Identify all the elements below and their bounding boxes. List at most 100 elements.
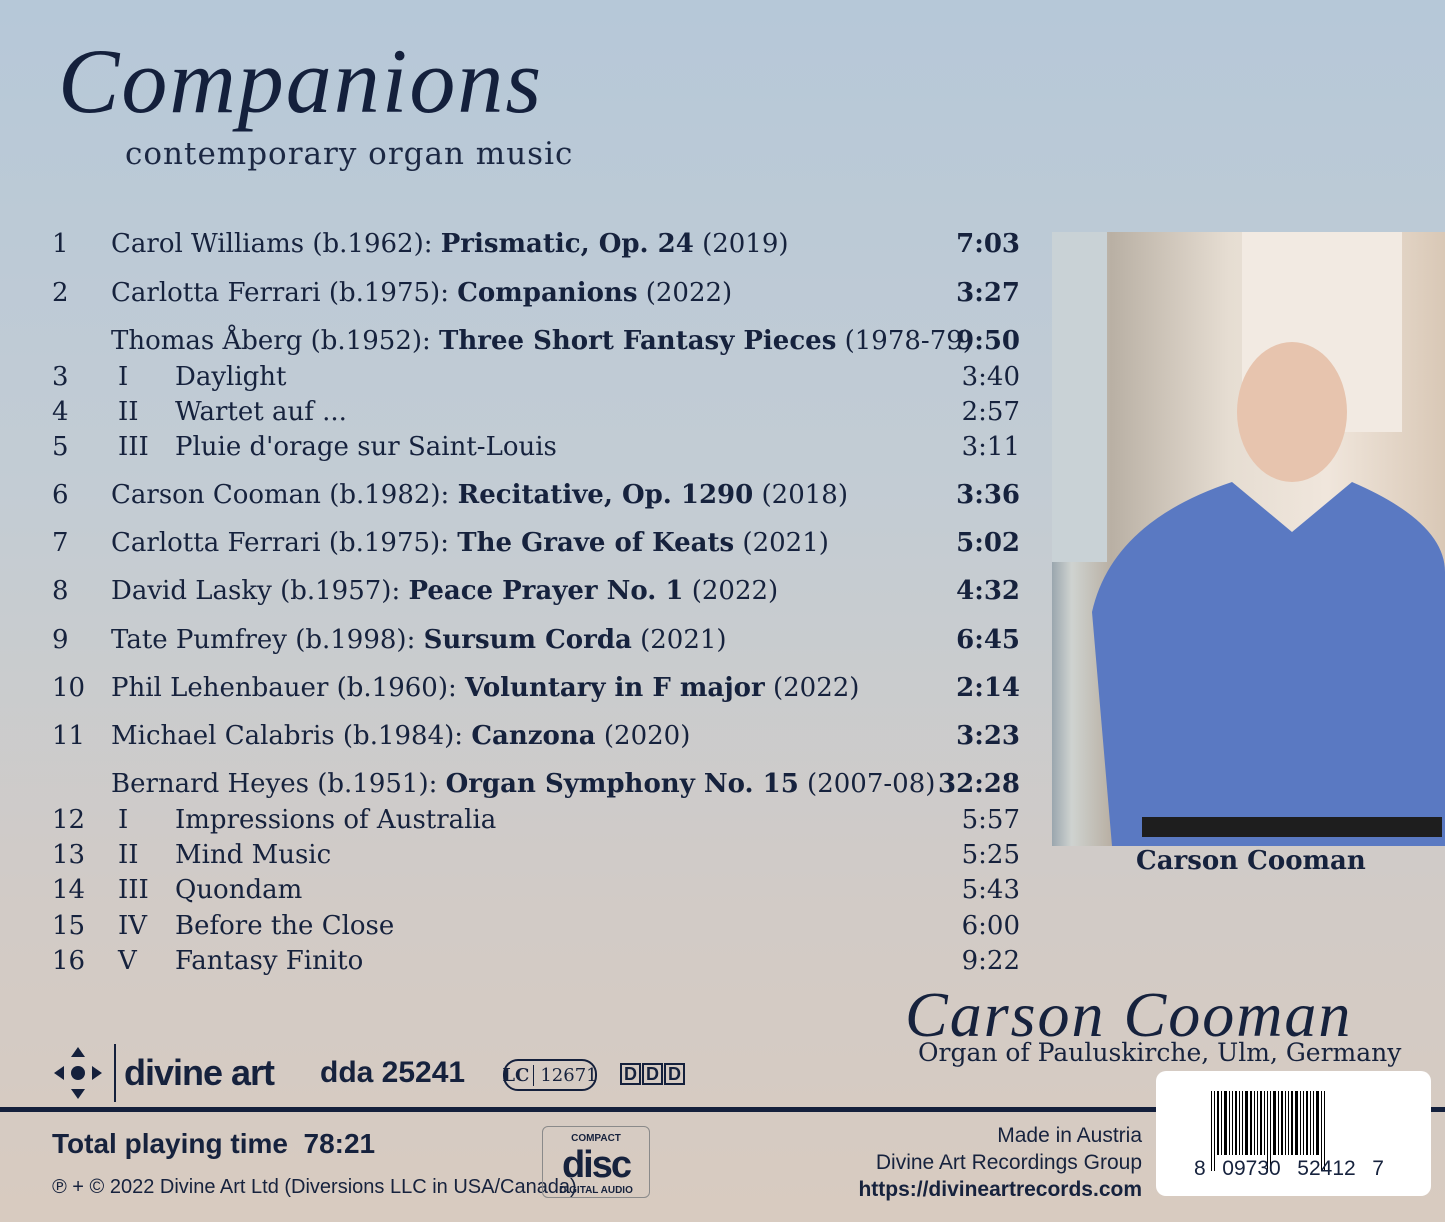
- record-group: Divine Art Recordings Group: [875, 1151, 1142, 1174]
- barcode-bar: [1254, 1091, 1255, 1155]
- barcode-bar: [1321, 1091, 1322, 1171]
- track-duration: 5:02: [956, 528, 1020, 558]
- label-name: divine art: [124, 1052, 275, 1093]
- track-number: 13: [52, 840, 86, 870]
- track-title: Carson Cooman (b.1982): Recitative, Op. …: [111, 478, 848, 512]
- total-value: 78:21: [303, 1128, 376, 1159]
- barcode-bars: [1211, 1091, 1325, 1171]
- barcode-bar: [1260, 1091, 1262, 1155]
- movement-number: III: [118, 432, 149, 462]
- composer: Bernard Heyes (b.1951):: [111, 769, 446, 799]
- track-row: 12 I Impressions of Australia 5:57: [0, 803, 1030, 837]
- movement-title: Mind Music: [175, 840, 332, 870]
- track-number: 7: [52, 528, 69, 558]
- movement-title: Fantasy Finito: [175, 946, 364, 976]
- track-title: Phil Lehenbauer (b.1960): Voluntary in F…: [111, 671, 859, 705]
- cd-logo-bottom: DIGITAL AUDIO: [559, 1185, 633, 1196]
- barcode-bar: [1217, 1091, 1219, 1155]
- barcode-bar: [1270, 1091, 1271, 1171]
- track-duration: 6:00: [961, 911, 1020, 941]
- barcode-bar: [1221, 1091, 1222, 1155]
- track-duration: 2:57: [961, 397, 1020, 427]
- work-title: The Grave of Keats: [457, 528, 735, 558]
- work-year: (2022): [683, 576, 779, 606]
- catalog-number: dda 25241: [320, 1056, 466, 1089]
- work-title: Prismatic, Op. 24: [440, 229, 694, 259]
- track-duration: 6:45: [956, 625, 1020, 655]
- work-header: Bernard Heyes (b.1951): Organ Symphony N…: [0, 767, 1030, 801]
- ddd-badge: D D D: [620, 1063, 685, 1085]
- movement-number: II: [118, 840, 139, 870]
- track-title: Bernard Heyes (b.1951): Organ Symphony N…: [111, 767, 935, 801]
- barcode-bar: [1303, 1091, 1304, 1155]
- ddd-letter: D: [664, 1063, 685, 1085]
- work-title: Companions: [457, 278, 638, 308]
- track-duration: 3:23: [956, 721, 1020, 751]
- website-link[interactable]: https://divineartrecords.com: [858, 1178, 1142, 1201]
- ddd-letter: D: [642, 1063, 663, 1085]
- barcode-bar: [1250, 1091, 1252, 1155]
- composer: Carson Cooman (b.1982):: [111, 480, 458, 510]
- track-number: 9: [52, 625, 69, 655]
- composer: Carol Williams (b.1962):: [111, 229, 441, 259]
- album-subtitle: contemporary organ music: [125, 136, 574, 172]
- track-title: Carol Williams (b.1962): Prismatic, Op. …: [111, 227, 789, 261]
- track-row: 14 III Quondam 5:43: [0, 873, 1030, 907]
- movement-number: I: [118, 362, 129, 392]
- composer: Tate Pumfrey (b.1998):: [111, 625, 424, 655]
- barcode-digit: 52412: [1297, 1157, 1356, 1180]
- track-title: Tate Pumfrey (b.1998): Sursum Corda (202…: [111, 623, 727, 657]
- barcode-bar: [1278, 1091, 1279, 1155]
- work-year: (2019): [693, 229, 789, 259]
- track-row: 2 Carlotta Ferrari (b.1975): Companions (…: [0, 276, 1030, 310]
- movement-number: I: [118, 805, 129, 835]
- work-year: (1978-79): [836, 326, 973, 356]
- work-title: Voluntary in F major: [465, 673, 765, 703]
- track-duration: 3:11: [961, 432, 1020, 462]
- track-duration: 32:28: [938, 769, 1020, 799]
- track-number: 2: [52, 278, 69, 308]
- barcode-digit: 7: [1372, 1157, 1384, 1180]
- work-header: Thomas Åberg (b.1952): Three Short Fanta…: [0, 324, 1030, 358]
- track-number: 16: [52, 946, 86, 976]
- compact-disc-logo: COMPACT disc DIGITAL AUDIO: [542, 1126, 650, 1198]
- total-playing-time: Total playing time 78:21: [52, 1128, 375, 1160]
- barcode-bar: [1324, 1091, 1325, 1171]
- track-title: Carlotta Ferrari (b.1975): Companions (2…: [111, 276, 732, 310]
- barcode: 8 09730 52412 7: [1156, 1071, 1431, 1196]
- track-title: Thomas Åberg (b.1952): Three Short Fanta…: [111, 324, 973, 358]
- work-year: (2021): [734, 528, 829, 558]
- work-title: Recitative, Op. 1290: [457, 480, 754, 510]
- barcode-bar: [1288, 1091, 1289, 1155]
- barcode-bar: [1264, 1091, 1265, 1155]
- work-year: (2020): [595, 721, 691, 751]
- track-row: 10 Phil Lehenbauer (b.1960): Voluntary in…: [0, 671, 1030, 705]
- credits: Made in Austria Divine Art Recordings Gr…: [858, 1122, 1142, 1203]
- barcode-bar: [1285, 1091, 1286, 1155]
- track-number: 12: [52, 805, 86, 835]
- barcode-digit: 8: [1194, 1157, 1206, 1180]
- track-number: 5: [52, 432, 69, 462]
- copyright: ℗ + © 2022 Divine Art Ltd (Diversions LL…: [52, 1176, 577, 1198]
- movement-number: V: [118, 946, 137, 976]
- barcode-bar: [1242, 1091, 1243, 1155]
- track-row: 16 V Fantasy Finito 9:22: [0, 944, 1030, 978]
- track-number: 14: [52, 875, 86, 905]
- barcode-bar: [1316, 1091, 1319, 1155]
- work-year: (2022): [637, 278, 733, 308]
- movement-title: Impressions of Australia: [175, 805, 497, 835]
- track-duration: 9:22: [961, 946, 1020, 976]
- total-label: Total playing time: [52, 1128, 288, 1159]
- track-row: 8 David Lasky (b.1957): Peace Prayer No. …: [0, 574, 1030, 608]
- movement-title: Wartet auf ...: [175, 397, 347, 427]
- track-number: 6: [52, 480, 69, 510]
- performer-photo: [1052, 232, 1445, 846]
- track-duration: 3:36: [956, 480, 1020, 510]
- track-duration: 9:50: [956, 326, 1020, 356]
- track-duration: 3:27: [956, 278, 1020, 308]
- ddd-letter: D: [620, 1063, 641, 1085]
- cd-logo-disc: disc: [561, 1144, 632, 1186]
- movement-number: II: [118, 397, 139, 427]
- barcode-bar: [1235, 1091, 1237, 1155]
- divine-art-emblem-icon: [54, 1047, 102, 1099]
